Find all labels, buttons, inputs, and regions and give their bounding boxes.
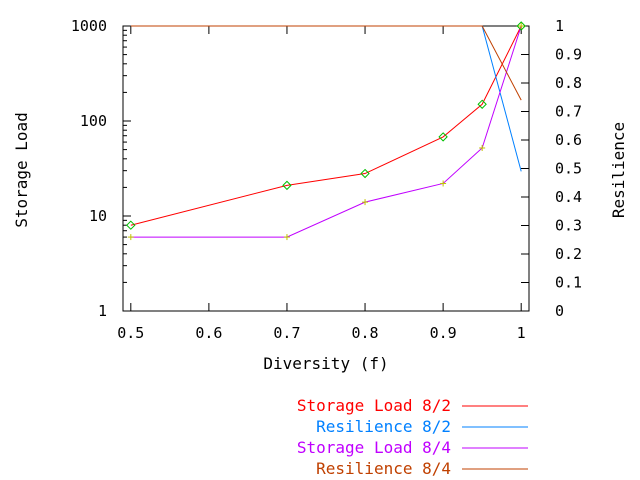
data-point-storage-load-8-2 xyxy=(360,168,370,179)
y-left-tick-label: 1 xyxy=(98,302,107,320)
data-point-storage-load-8-2 xyxy=(516,21,526,31)
y-right-tick-label: 0.9 xyxy=(555,46,582,64)
x-tick-label: 1 xyxy=(517,324,526,342)
series-line-storage-load-8-4 xyxy=(130,25,522,238)
x-tick-label: 0.9 xyxy=(430,324,457,342)
data-markers xyxy=(126,21,526,241)
y-right-tick-label: 0 xyxy=(555,302,564,320)
series-line-resilience-8-2 xyxy=(130,25,522,172)
data-point-storage-load-8-4 xyxy=(127,234,134,241)
x-tick-label: 0.7 xyxy=(273,324,300,342)
data-point-storage-load-8-4 xyxy=(283,234,290,241)
y-right-tick-label: 0.4 xyxy=(555,188,582,206)
series-line-resilience-8-4 xyxy=(130,25,522,101)
x-axis-title: Diversity (f) xyxy=(263,354,388,373)
data-point-storage-load-8-4 xyxy=(362,199,369,206)
y-right-tick-label: 0.5 xyxy=(555,160,582,178)
data-point-storage-load-8-2 xyxy=(282,180,292,191)
y-right-tick-label: 0.1 xyxy=(555,274,582,292)
y-right-axis-title: Resilience xyxy=(609,122,628,218)
plot-frame xyxy=(122,25,530,312)
y-left-tick-label: 1000 xyxy=(71,17,107,35)
tick-labels: 0.5 0.6 0.7 0.8 0.9 1 1 10 100 1000 0 0.1 0.2 0.3 0.4 0… xyxy=(71,17,582,342)
y-right-tick-label: 0.8 xyxy=(555,74,582,92)
legend: Storage Load 8/2 Resilience 8/2 Storage Lo… xyxy=(297,396,528,478)
y-right-tick-label: 0.3 xyxy=(555,217,582,235)
legend-label-resilience-8-2: Resilience 8/2 xyxy=(316,417,451,436)
legend-label-resilience-8-4: Resilience 8/4 xyxy=(316,459,451,478)
y-right-tick-label: 0.7 xyxy=(555,103,582,121)
series-lines xyxy=(130,25,522,238)
data-point-storage-load-8-4 xyxy=(518,23,525,29)
data-point-storage-load-8-2 xyxy=(477,99,487,109)
y-left-tick-label: 10 xyxy=(89,207,107,225)
y-left-axis-title: Storage Load xyxy=(12,112,31,228)
legend-label-storage-load-8-2: Storage Load 8/2 xyxy=(297,396,451,415)
legend-label-storage-load-8-4: Storage Load 8/4 xyxy=(297,438,451,457)
x-tick-label: 0.8 xyxy=(351,324,378,342)
x-tick-label: 0.5 xyxy=(117,324,144,342)
y-right-tick-label: 0.6 xyxy=(555,131,582,149)
tick-marks xyxy=(123,25,529,312)
data-point-storage-load-8-2 xyxy=(126,220,136,230)
series-line-storage-load-8-2 xyxy=(130,25,522,226)
x-tick-label: 0.6 xyxy=(195,324,222,342)
data-point-storage-load-8-2 xyxy=(438,132,448,142)
y-left-tick-label: 100 xyxy=(80,112,107,130)
y-right-tick-label: 0.2 xyxy=(555,245,582,263)
data-point-storage-load-8-4 xyxy=(479,144,486,151)
y-right-tick-label: 1 xyxy=(555,17,564,35)
data-point-storage-load-8-4 xyxy=(440,180,447,187)
